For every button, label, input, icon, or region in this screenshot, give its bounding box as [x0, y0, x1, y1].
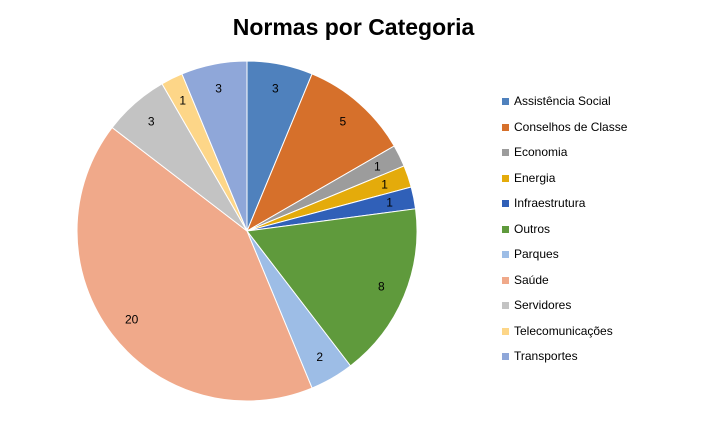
legend-item-8: Servidores: [502, 298, 627, 324]
legend-label: Conselhos de Classe: [514, 119, 628, 134]
data-label-1: 5: [339, 115, 346, 129]
legend-label: Economia: [514, 145, 568, 159]
legend-item-0: Assistência Social: [502, 94, 627, 120]
pie-slice-5: [246, 208, 418, 367]
legend-label: Infraestrutura: [514, 196, 586, 210]
data-label-7: 20: [125, 312, 139, 326]
data-label-6: 2: [316, 350, 323, 364]
legend-label: Saúde: [514, 272, 549, 287]
legend-item-1: Conselhos de Classe: [502, 120, 627, 146]
legend-item-7: Saúde: [502, 273, 627, 299]
legend-label: Parques: [514, 247, 559, 261]
legend-swatch: [502, 149, 509, 156]
legend-swatch: [502, 123, 509, 131]
legend-swatch: [502, 174, 509, 182]
legend-swatch: [502, 302, 509, 309]
legend-swatch: [502, 276, 509, 284]
legend-item-6: Parques: [502, 247, 627, 273]
data-label-3: 1: [381, 177, 388, 191]
legend-item-9: Telecomunicações: [502, 324, 627, 350]
data-label-2: 1: [374, 160, 381, 174]
legend-label: Telecomunicações: [514, 323, 613, 338]
data-label-8: 3: [148, 115, 155, 129]
legend-item-2: Economia: [502, 145, 627, 171]
legend-item-10: Transportes: [502, 349, 627, 375]
legend-swatch: [502, 353, 509, 360]
legend-swatch: [502, 251, 509, 258]
legend-item-5: Outros: [502, 222, 627, 248]
legend-swatch: [502, 327, 509, 335]
chart-title: Normas por Categoria: [232, 14, 475, 40]
legend-swatch: [502, 200, 509, 207]
legend-item-3: Energia: [502, 171, 627, 197]
data-label-9: 1: [179, 94, 186, 108]
data-label-4: 1: [386, 196, 393, 210]
legend-item-4: Infraestrutura: [502, 196, 627, 222]
data-label-5: 8: [378, 280, 385, 294]
legend-label: Outros: [514, 221, 551, 236]
legend: Assistência Social Conselhos de Classe Eco…: [502, 94, 627, 375]
data-label-10: 3: [215, 81, 222, 95]
data-label-0: 3: [272, 81, 279, 95]
pie-slice-1: [245, 73, 395, 233]
legend-label: Servidores: [514, 298, 572, 312]
legend-label: Energia: [514, 170, 556, 185]
legend-label: Transportes: [514, 349, 578, 363]
legend-swatch: [502, 225, 509, 233]
legend-swatch: [502, 98, 509, 105]
legend-label: Assistência Social: [514, 94, 611, 108]
pie-slice-7: [76, 126, 313, 402]
pie-slice-10: [181, 60, 248, 232]
